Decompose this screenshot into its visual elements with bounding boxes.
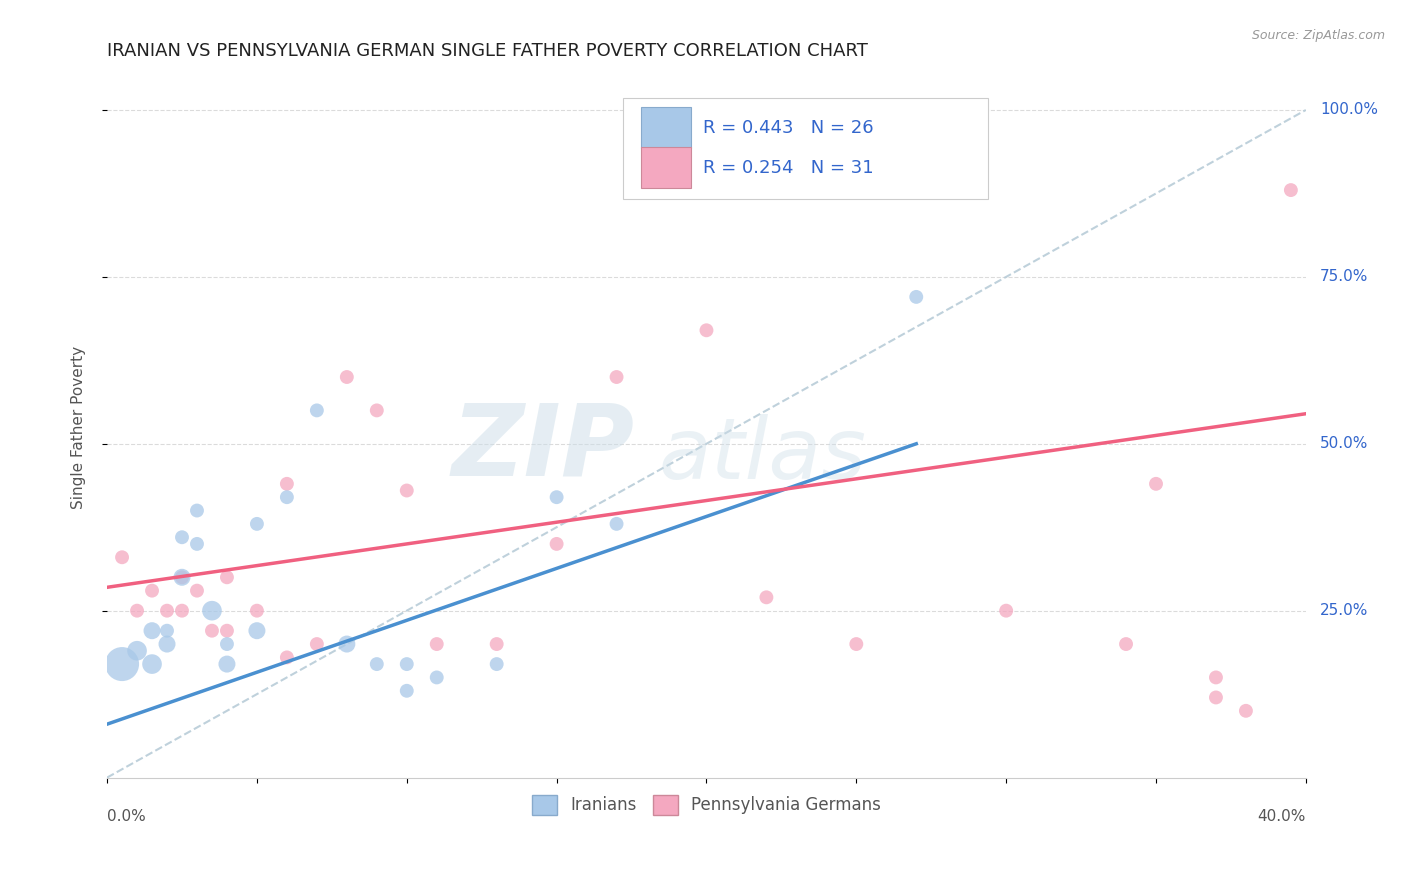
Point bbox=[305, 403, 328, 417]
Point bbox=[141, 657, 163, 671]
FancyBboxPatch shape bbox=[641, 147, 690, 188]
Point bbox=[125, 644, 148, 658]
Point bbox=[1115, 637, 1137, 651]
Point bbox=[156, 624, 179, 638]
Point bbox=[695, 323, 717, 337]
Point bbox=[395, 657, 418, 671]
Point bbox=[1279, 183, 1302, 197]
Point bbox=[170, 570, 193, 584]
Point bbox=[366, 657, 388, 671]
Point bbox=[1234, 704, 1257, 718]
Point bbox=[170, 530, 193, 544]
Point bbox=[546, 490, 568, 504]
Point bbox=[246, 516, 269, 531]
Point bbox=[246, 604, 269, 618]
Point bbox=[1144, 476, 1167, 491]
Point bbox=[336, 637, 359, 651]
Point bbox=[305, 637, 328, 651]
FancyBboxPatch shape bbox=[623, 97, 988, 199]
Point bbox=[170, 604, 193, 618]
Point bbox=[426, 637, 449, 651]
Point bbox=[1205, 670, 1227, 684]
Point bbox=[141, 624, 163, 638]
Point bbox=[276, 650, 298, 665]
FancyBboxPatch shape bbox=[641, 107, 690, 148]
Text: 75.0%: 75.0% bbox=[1320, 269, 1368, 285]
Point bbox=[276, 490, 298, 504]
Point bbox=[905, 290, 928, 304]
Point bbox=[246, 624, 269, 638]
Point bbox=[111, 550, 134, 565]
Point bbox=[336, 370, 359, 384]
Point bbox=[546, 537, 568, 551]
Point bbox=[156, 604, 179, 618]
Text: ZIP: ZIP bbox=[451, 400, 634, 497]
Point bbox=[170, 570, 193, 584]
Point bbox=[395, 683, 418, 698]
Point bbox=[186, 583, 208, 598]
Point bbox=[156, 637, 179, 651]
Point bbox=[606, 370, 628, 384]
Text: 25.0%: 25.0% bbox=[1320, 603, 1368, 618]
Point bbox=[215, 570, 238, 584]
Point bbox=[995, 604, 1018, 618]
Point bbox=[125, 604, 148, 618]
Y-axis label: Single Father Poverty: Single Father Poverty bbox=[72, 345, 86, 508]
Text: R = 0.443   N = 26: R = 0.443 N = 26 bbox=[703, 119, 873, 136]
Point bbox=[395, 483, 418, 498]
Point bbox=[1205, 690, 1227, 705]
Point bbox=[276, 476, 298, 491]
Text: 0.0%: 0.0% bbox=[107, 809, 146, 824]
Point bbox=[186, 537, 208, 551]
Text: R = 0.254   N = 31: R = 0.254 N = 31 bbox=[703, 159, 873, 177]
Text: IRANIAN VS PENNSYLVANIA GERMAN SINGLE FATHER POVERTY CORRELATION CHART: IRANIAN VS PENNSYLVANIA GERMAN SINGLE FA… bbox=[107, 42, 868, 60]
Text: Source: ZipAtlas.com: Source: ZipAtlas.com bbox=[1251, 29, 1385, 42]
Text: atlas: atlas bbox=[658, 414, 866, 497]
Point bbox=[141, 583, 163, 598]
Point bbox=[426, 670, 449, 684]
Point bbox=[215, 624, 238, 638]
Text: 100.0%: 100.0% bbox=[1320, 103, 1378, 118]
Point bbox=[485, 637, 508, 651]
Point bbox=[201, 624, 224, 638]
Point bbox=[485, 657, 508, 671]
Point bbox=[845, 637, 868, 651]
Point bbox=[111, 657, 134, 671]
Point bbox=[186, 503, 208, 517]
Point bbox=[606, 516, 628, 531]
Point bbox=[215, 657, 238, 671]
Point bbox=[366, 403, 388, 417]
Point bbox=[201, 604, 224, 618]
Text: 40.0%: 40.0% bbox=[1257, 809, 1306, 824]
Legend: Iranians, Pennsylvania Germans: Iranians, Pennsylvania Germans bbox=[524, 789, 889, 822]
Point bbox=[215, 637, 238, 651]
Text: 50.0%: 50.0% bbox=[1320, 436, 1368, 451]
Point bbox=[755, 591, 778, 605]
